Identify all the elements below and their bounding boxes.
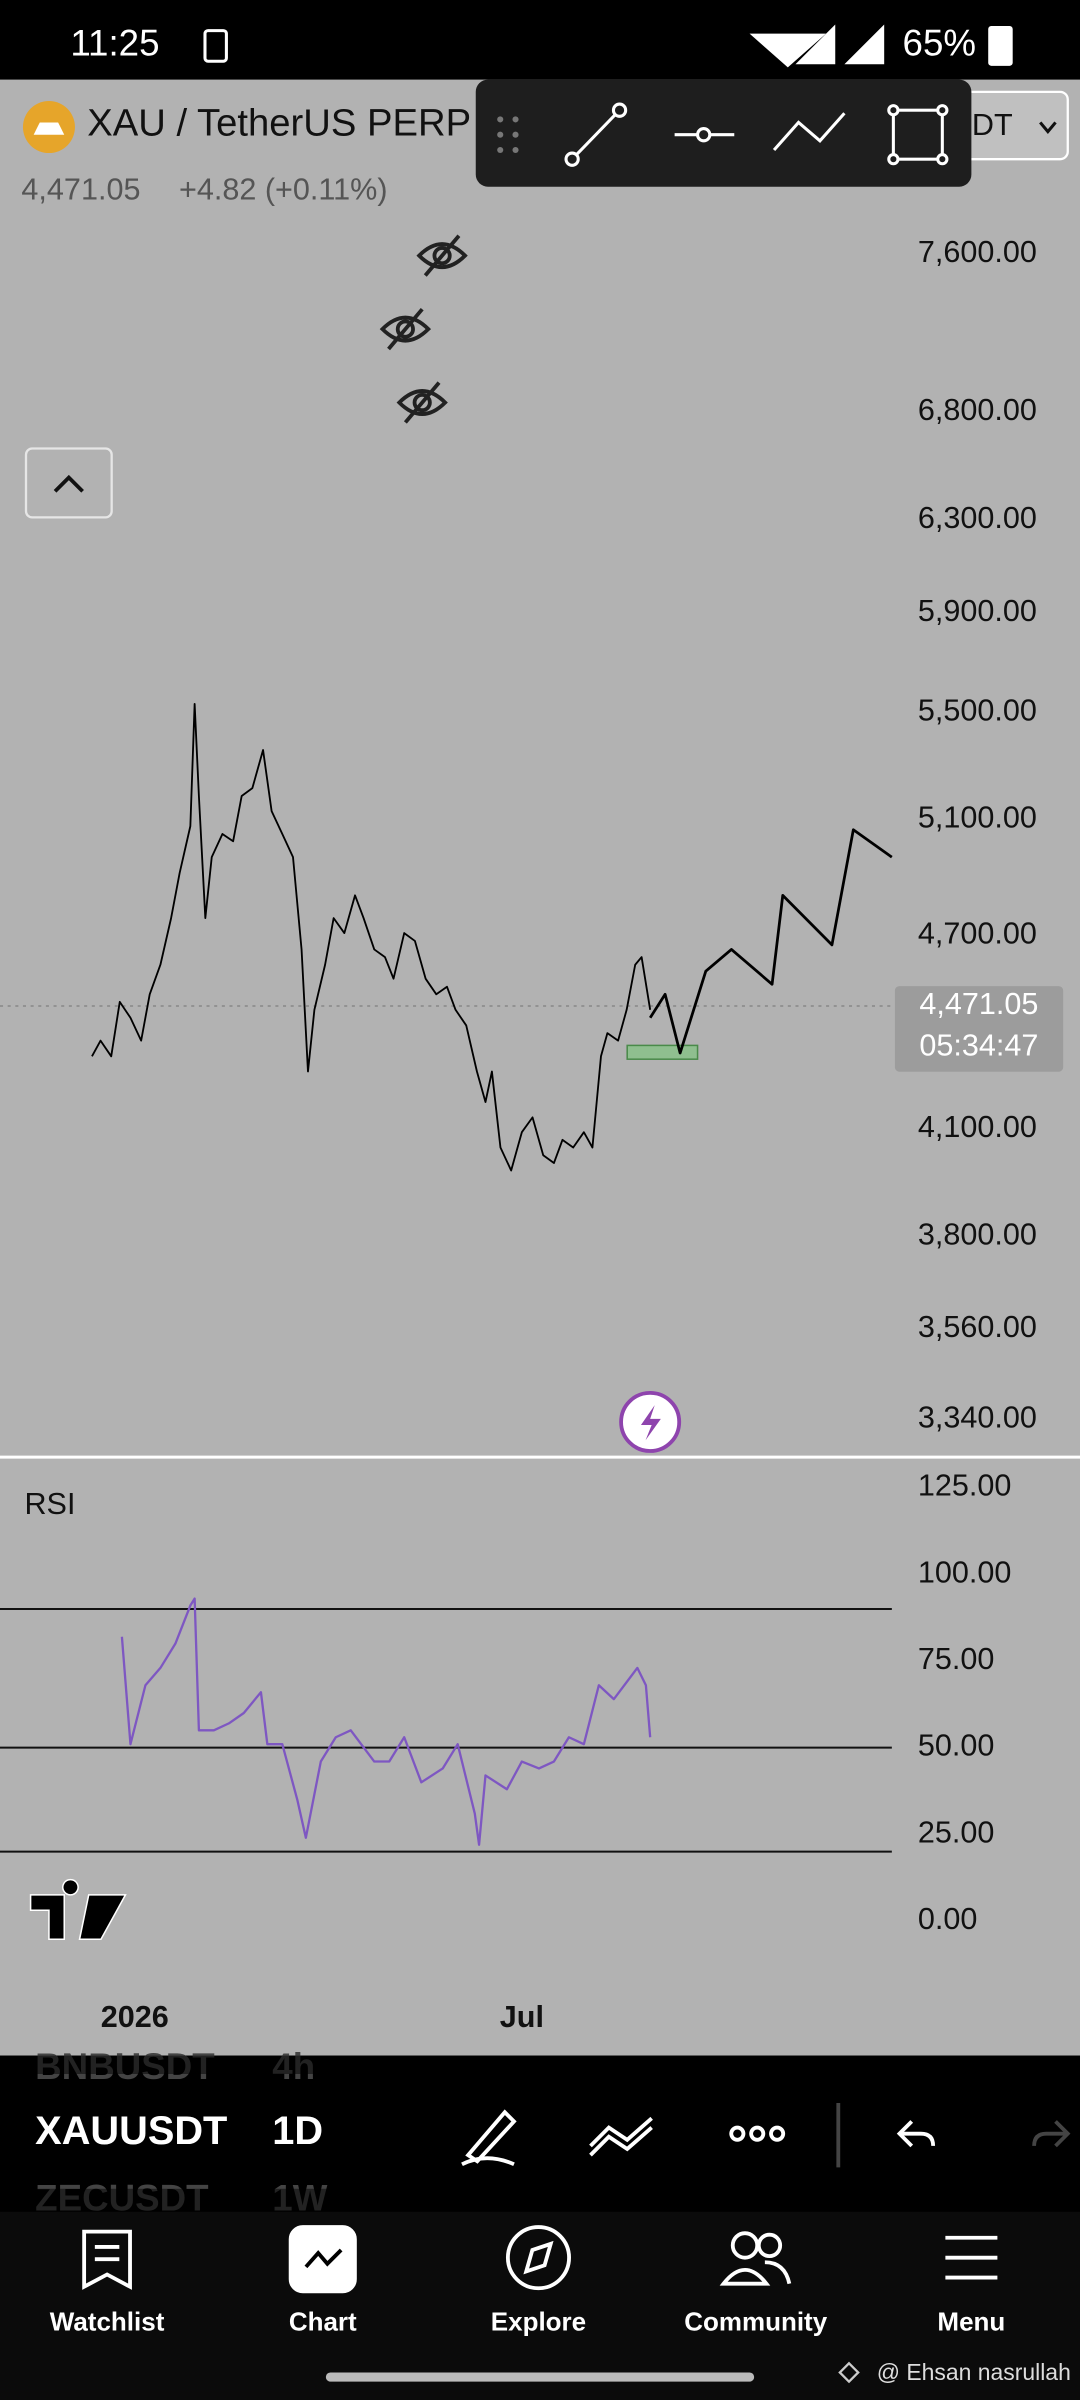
price-line — [649, 828, 893, 1055]
x-tick-label: Jul — [500, 2000, 544, 2034]
status-icon — [203, 29, 228, 63]
countdown-label: 05:34:47 — [919, 1028, 1038, 1062]
home-indicator — [325, 2372, 755, 2382]
y-tick-label: 3,800.00 — [918, 1218, 1037, 1252]
menu-icon[interactable] — [945, 2235, 998, 2280]
price-line — [120, 1597, 652, 1846]
current-symbol[interactable]: XAUUSDT — [35, 2109, 227, 2153]
y-tick-label: 25.00 — [918, 1815, 995, 1849]
lightning-icon — [640, 1405, 661, 1441]
nav-label[interactable]: Explore — [491, 2306, 586, 2336]
y-tick-label: 7,600.00 — [918, 235, 1037, 269]
fade-top — [0, 2055, 1080, 2074]
watchlist-icon[interactable] — [82, 2229, 132, 2290]
more-button[interactable] — [729, 2125, 786, 2142]
symbol-logo-bars — [33, 122, 65, 135]
y-tick-label: 5,100.00 — [918, 801, 1037, 835]
current-interval[interactable]: 1D — [272, 2109, 323, 2153]
collapse-button[interactable] — [24, 447, 113, 519]
y-tick-label: 50.00 — [918, 1729, 995, 1763]
demand-zone[interactable] — [626, 1044, 699, 1060]
templates-button[interactable] — [589, 2116, 653, 2157]
chart-icon[interactable] — [288, 2225, 357, 2294]
chevron — [1039, 121, 1057, 135]
rectangle-tool[interactable] — [887, 104, 949, 166]
wifi-icon — [749, 33, 827, 68]
y-tick-label: 125.00 — [918, 1469, 1012, 1503]
draw-button[interactable] — [461, 2109, 517, 2167]
x-tick-label: 2026 — [101, 2000, 169, 2034]
watermark: @ Ehsan nasrullah — [877, 2359, 1071, 2385]
y-tick-label: 6,800.00 — [918, 393, 1037, 427]
price-change: +4.82 (+0.11%) — [179, 172, 388, 206]
nav-label[interactable]: Watchlist — [50, 2306, 165, 2336]
y-tick-label: 3,340.00 — [918, 1400, 1037, 1434]
y-tick-label: 75.00 — [918, 1642, 995, 1676]
hidden-indicator-icon[interactable] — [379, 307, 432, 351]
clock: 11:25 — [70, 23, 159, 64]
hidden-indicator-icon[interactable] — [396, 381, 448, 424]
price-line — [91, 703, 652, 1172]
nav-label[interactable]: Chart — [289, 2306, 357, 2336]
nav-bar — [0, 2211, 1080, 2400]
signal-icon — [795, 24, 836, 65]
y-tick-label: 5,900.00 — [918, 594, 1037, 628]
undo-button[interactable] — [896, 2120, 936, 2148]
y-tick-label: 6,300.00 — [918, 501, 1037, 535]
explore-icon[interactable] — [505, 2225, 571, 2291]
redo-button[interactable] — [1032, 2120, 1071, 2148]
y-tick-label: 100.00 — [918, 1555, 1012, 1589]
signal-icon — [844, 24, 885, 65]
y-tick-label: 5,500.00 — [918, 694, 1037, 728]
plot-layer: 7,600.00 6,800.00 6,300.00 5,900.00 5,500.00… — [0, 235, 1064, 2034]
indicator-title: RSI — [24, 1487, 75, 1521]
community-icon[interactable] — [719, 2231, 792, 2286]
collapse-chevron — [53, 474, 84, 493]
nav-label[interactable]: Menu — [937, 2306, 1005, 2336]
nav-label[interactable]: Community — [684, 2306, 827, 2336]
current-price-box — [894, 986, 1064, 1072]
y-tick-label: 4,100.00 — [918, 1110, 1037, 1144]
current-price-label: 4,471.05 — [919, 987, 1038, 1021]
fade-bottom — [0, 2188, 1080, 2212]
last-price: 4,471.05 — [21, 172, 140, 206]
y-tick-label: 0.00 — [918, 1902, 978, 1936]
battery-level: 65% — [903, 23, 976, 64]
symbol-name[interactable]: XAU / TetherUS PERP — [87, 102, 471, 145]
horizontal-ray-tool[interactable] — [674, 127, 735, 143]
path-tool[interactable] — [772, 112, 846, 152]
battery-icon — [988, 26, 1013, 66]
watermark-logo — [838, 2361, 860, 2384]
trend-line-tool[interactable] — [564, 102, 628, 167]
status-bar — [0, 0, 1080, 80]
tradingview-logo — [29, 1878, 127, 1941]
y-tick-label: 4,700.00 — [918, 916, 1037, 950]
toolbar-handle — [497, 116, 519, 154]
hidden-indicator-icon[interactable] — [416, 234, 468, 277]
y-tick-label: 3,560.00 — [918, 1310, 1037, 1344]
